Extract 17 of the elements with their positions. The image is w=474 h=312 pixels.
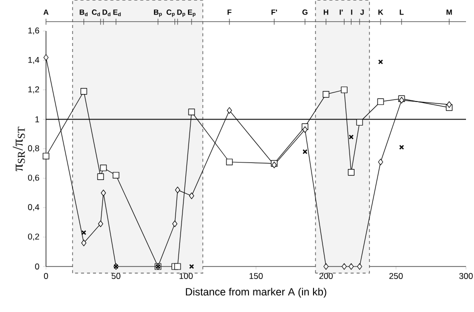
- x-tick-label: 250: [389, 273, 403, 279]
- y-tick-label: 0,8: [28, 145, 40, 152]
- y-tick-label: 1,4: [28, 56, 40, 64]
- x-tick-label: 0: [44, 273, 48, 279]
- y-tick-label: 0,2: [28, 234, 40, 241]
- x-tick-label: 300: [459, 273, 473, 279]
- x-axis-title: Distance from marker A (in kb): [186, 288, 326, 298]
- y-tick-label: 0,4: [28, 204, 40, 212]
- y-axis-title: π$_{SR}$/π$_{ST}$: [12, 126, 25, 172]
- y-tick-label: 1,6: [28, 28, 40, 34]
- x-tick-label: 150: [250, 273, 263, 279]
- y-tick-label: 1: [35, 116, 40, 122]
- y-tick-label: 0,6: [28, 174, 40, 182]
- x-tick-label: 100: [180, 273, 193, 279]
- y-tick-label: 0: [35, 264, 40, 270]
- y-tick-label: 1,2: [28, 86, 40, 94]
- x-tick-label: 200: [319, 273, 333, 279]
